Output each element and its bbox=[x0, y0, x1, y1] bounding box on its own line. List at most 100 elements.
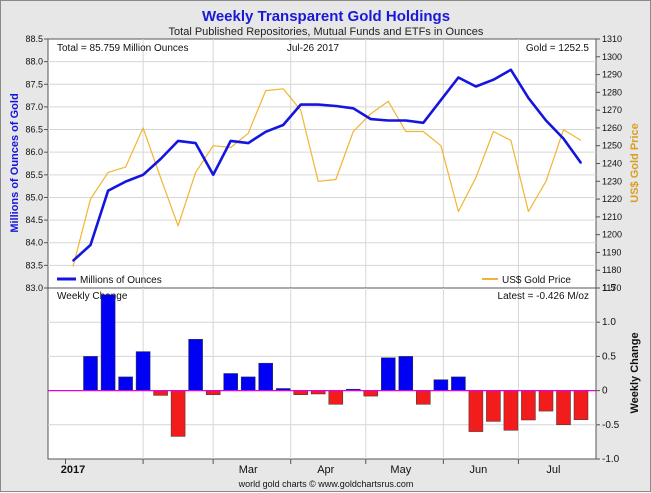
change-latest: Latest = -0.426 M/oz bbox=[498, 291, 589, 302]
change-bar bbox=[503, 390, 519, 431]
holdings-point bbox=[72, 260, 74, 262]
change-title: Weekly Change bbox=[57, 291, 128, 302]
change-bar bbox=[83, 356, 98, 391]
holdings-point bbox=[299, 103, 302, 106]
left-tick-label: 86.0 bbox=[25, 147, 43, 157]
footer-credit: world gold charts © www.goldchartsrus.co… bbox=[238, 479, 414, 489]
change-bar bbox=[118, 376, 133, 391]
holdings-point bbox=[177, 140, 179, 142]
holdings-point bbox=[405, 119, 407, 122]
holdings-point bbox=[282, 124, 285, 126]
left-tick-label: 88.5 bbox=[25, 34, 43, 44]
change-bars bbox=[48, 294, 596, 437]
change-bar bbox=[363, 390, 379, 397]
right-axis-label: US$ Gold Price bbox=[629, 123, 641, 202]
info-total: Total = 85.759 Million Ounces bbox=[57, 43, 188, 54]
left-tick-label: 83.0 bbox=[25, 283, 43, 293]
main-grid bbox=[48, 39, 596, 288]
main-series bbox=[72, 68, 583, 267]
right-axis-ticks: 1170 1180 1190 1200 1210 1220 1230 1240 1250 1260… bbox=[596, 34, 622, 293]
right-tick-label: 1200 bbox=[602, 230, 622, 240]
holdings-line bbox=[72, 68, 583, 262]
change-bar bbox=[381, 357, 396, 391]
holdings-point bbox=[387, 119, 390, 122]
change-bar bbox=[398, 356, 414, 391]
right-tick-label: 1230 bbox=[602, 176, 622, 186]
main-plot-area bbox=[47, 38, 597, 289]
change-bar bbox=[573, 390, 589, 420]
right-tick-label: 1170 bbox=[602, 283, 621, 293]
gold-price-line bbox=[72, 88, 582, 267]
left-tick-label: 84.0 bbox=[25, 238, 43, 248]
change-tick-label: 1.0 bbox=[602, 317, 616, 328]
change-tick-label: 0 bbox=[602, 386, 608, 397]
holdings-point bbox=[194, 142, 197, 144]
holdings-point bbox=[352, 107, 355, 110]
change-bar bbox=[556, 390, 571, 426]
holdings-point bbox=[264, 131, 267, 133]
holdings-point bbox=[562, 137, 565, 140]
holdings-point bbox=[457, 76, 460, 79]
holdings-point bbox=[545, 119, 547, 122]
change-bar bbox=[293, 390, 308, 395]
right-tick-label: 1210 bbox=[602, 212, 622, 222]
info-date: Jul-26 2017 bbox=[287, 43, 340, 54]
left-axis-ticks: 83.0 83.5 84.0 84.5 85.0 85.5 86.0 86.5 87.0 87.5… bbox=[25, 34, 48, 293]
info-gold: Gold = 1252.5 bbox=[526, 43, 590, 54]
holdings-point bbox=[317, 103, 320, 106]
left-tick-label: 83.5 bbox=[25, 260, 43, 270]
left-axis-label: Millions of Ounces of Gold bbox=[9, 93, 21, 232]
left-tick-label: 85.0 bbox=[25, 192, 43, 202]
change-bar bbox=[170, 390, 186, 437]
change-tick-label: -1.0 bbox=[602, 454, 620, 465]
change-bar bbox=[153, 390, 168, 396]
change-bar bbox=[135, 351, 151, 391]
change-bar bbox=[433, 379, 449, 391]
left-tick-label: 85.5 bbox=[25, 170, 43, 180]
holdings-point bbox=[212, 174, 214, 176]
change-bar bbox=[240, 376, 256, 391]
legend-gold-label: US$ Gold Price bbox=[502, 275, 571, 286]
holdings-point bbox=[510, 68, 512, 71]
right-tick-label: 1310 bbox=[602, 34, 622, 44]
right-tick-label: 1260 bbox=[602, 123, 622, 133]
left-tick-label: 86.5 bbox=[25, 125, 43, 135]
change-plot-area bbox=[47, 287, 597, 460]
chart-subtitle: Total Published Repositories, Mutual Fun… bbox=[169, 26, 484, 38]
change-axis-label: Weekly Change bbox=[629, 332, 641, 413]
change-bar bbox=[468, 390, 484, 432]
x-tick-label: Apr bbox=[317, 464, 334, 476]
holdings-point bbox=[107, 189, 109, 192]
right-tick-label: 1180 bbox=[602, 265, 621, 275]
right-tick-label: 1240 bbox=[602, 159, 622, 169]
holdings-point bbox=[89, 244, 92, 246]
left-tick-label: 84.5 bbox=[25, 215, 43, 225]
change-tick-label: -0.5 bbox=[602, 420, 620, 431]
right-tick-label: 1250 bbox=[602, 141, 622, 151]
right-tick-label: 1190 bbox=[602, 247, 621, 257]
holdings-point bbox=[159, 158, 162, 160]
left-tick-label: 87.0 bbox=[25, 102, 43, 112]
x-tick-label: 2017 bbox=[61, 464, 85, 476]
change-axis-ticks: -1.0 -0.5 0 0.5 1.0 1.5 bbox=[596, 283, 620, 465]
change-bar bbox=[205, 390, 221, 395]
right-tick-label: 1290 bbox=[602, 70, 622, 80]
holdings-point bbox=[527, 97, 530, 99]
x-axis-ticks: 2017 Mar Apr May Jun Jul bbox=[61, 459, 560, 476]
right-tick-label: 1280 bbox=[602, 87, 622, 97]
holdings-point bbox=[475, 85, 477, 88]
change-bar bbox=[416, 390, 431, 405]
x-tick-label: Mar bbox=[239, 464, 258, 476]
change-bar bbox=[100, 294, 116, 391]
holdings-point bbox=[334, 105, 337, 107]
holdings-point bbox=[124, 180, 127, 183]
holdings-point bbox=[440, 99, 442, 101]
change-bar bbox=[521, 390, 536, 421]
change-bar bbox=[538, 390, 554, 412]
x-tick-label: May bbox=[390, 464, 411, 476]
chart-title: Weekly Transparent Gold Holdings bbox=[202, 8, 450, 25]
holdings-point bbox=[422, 121, 425, 124]
change-bar bbox=[451, 376, 466, 391]
